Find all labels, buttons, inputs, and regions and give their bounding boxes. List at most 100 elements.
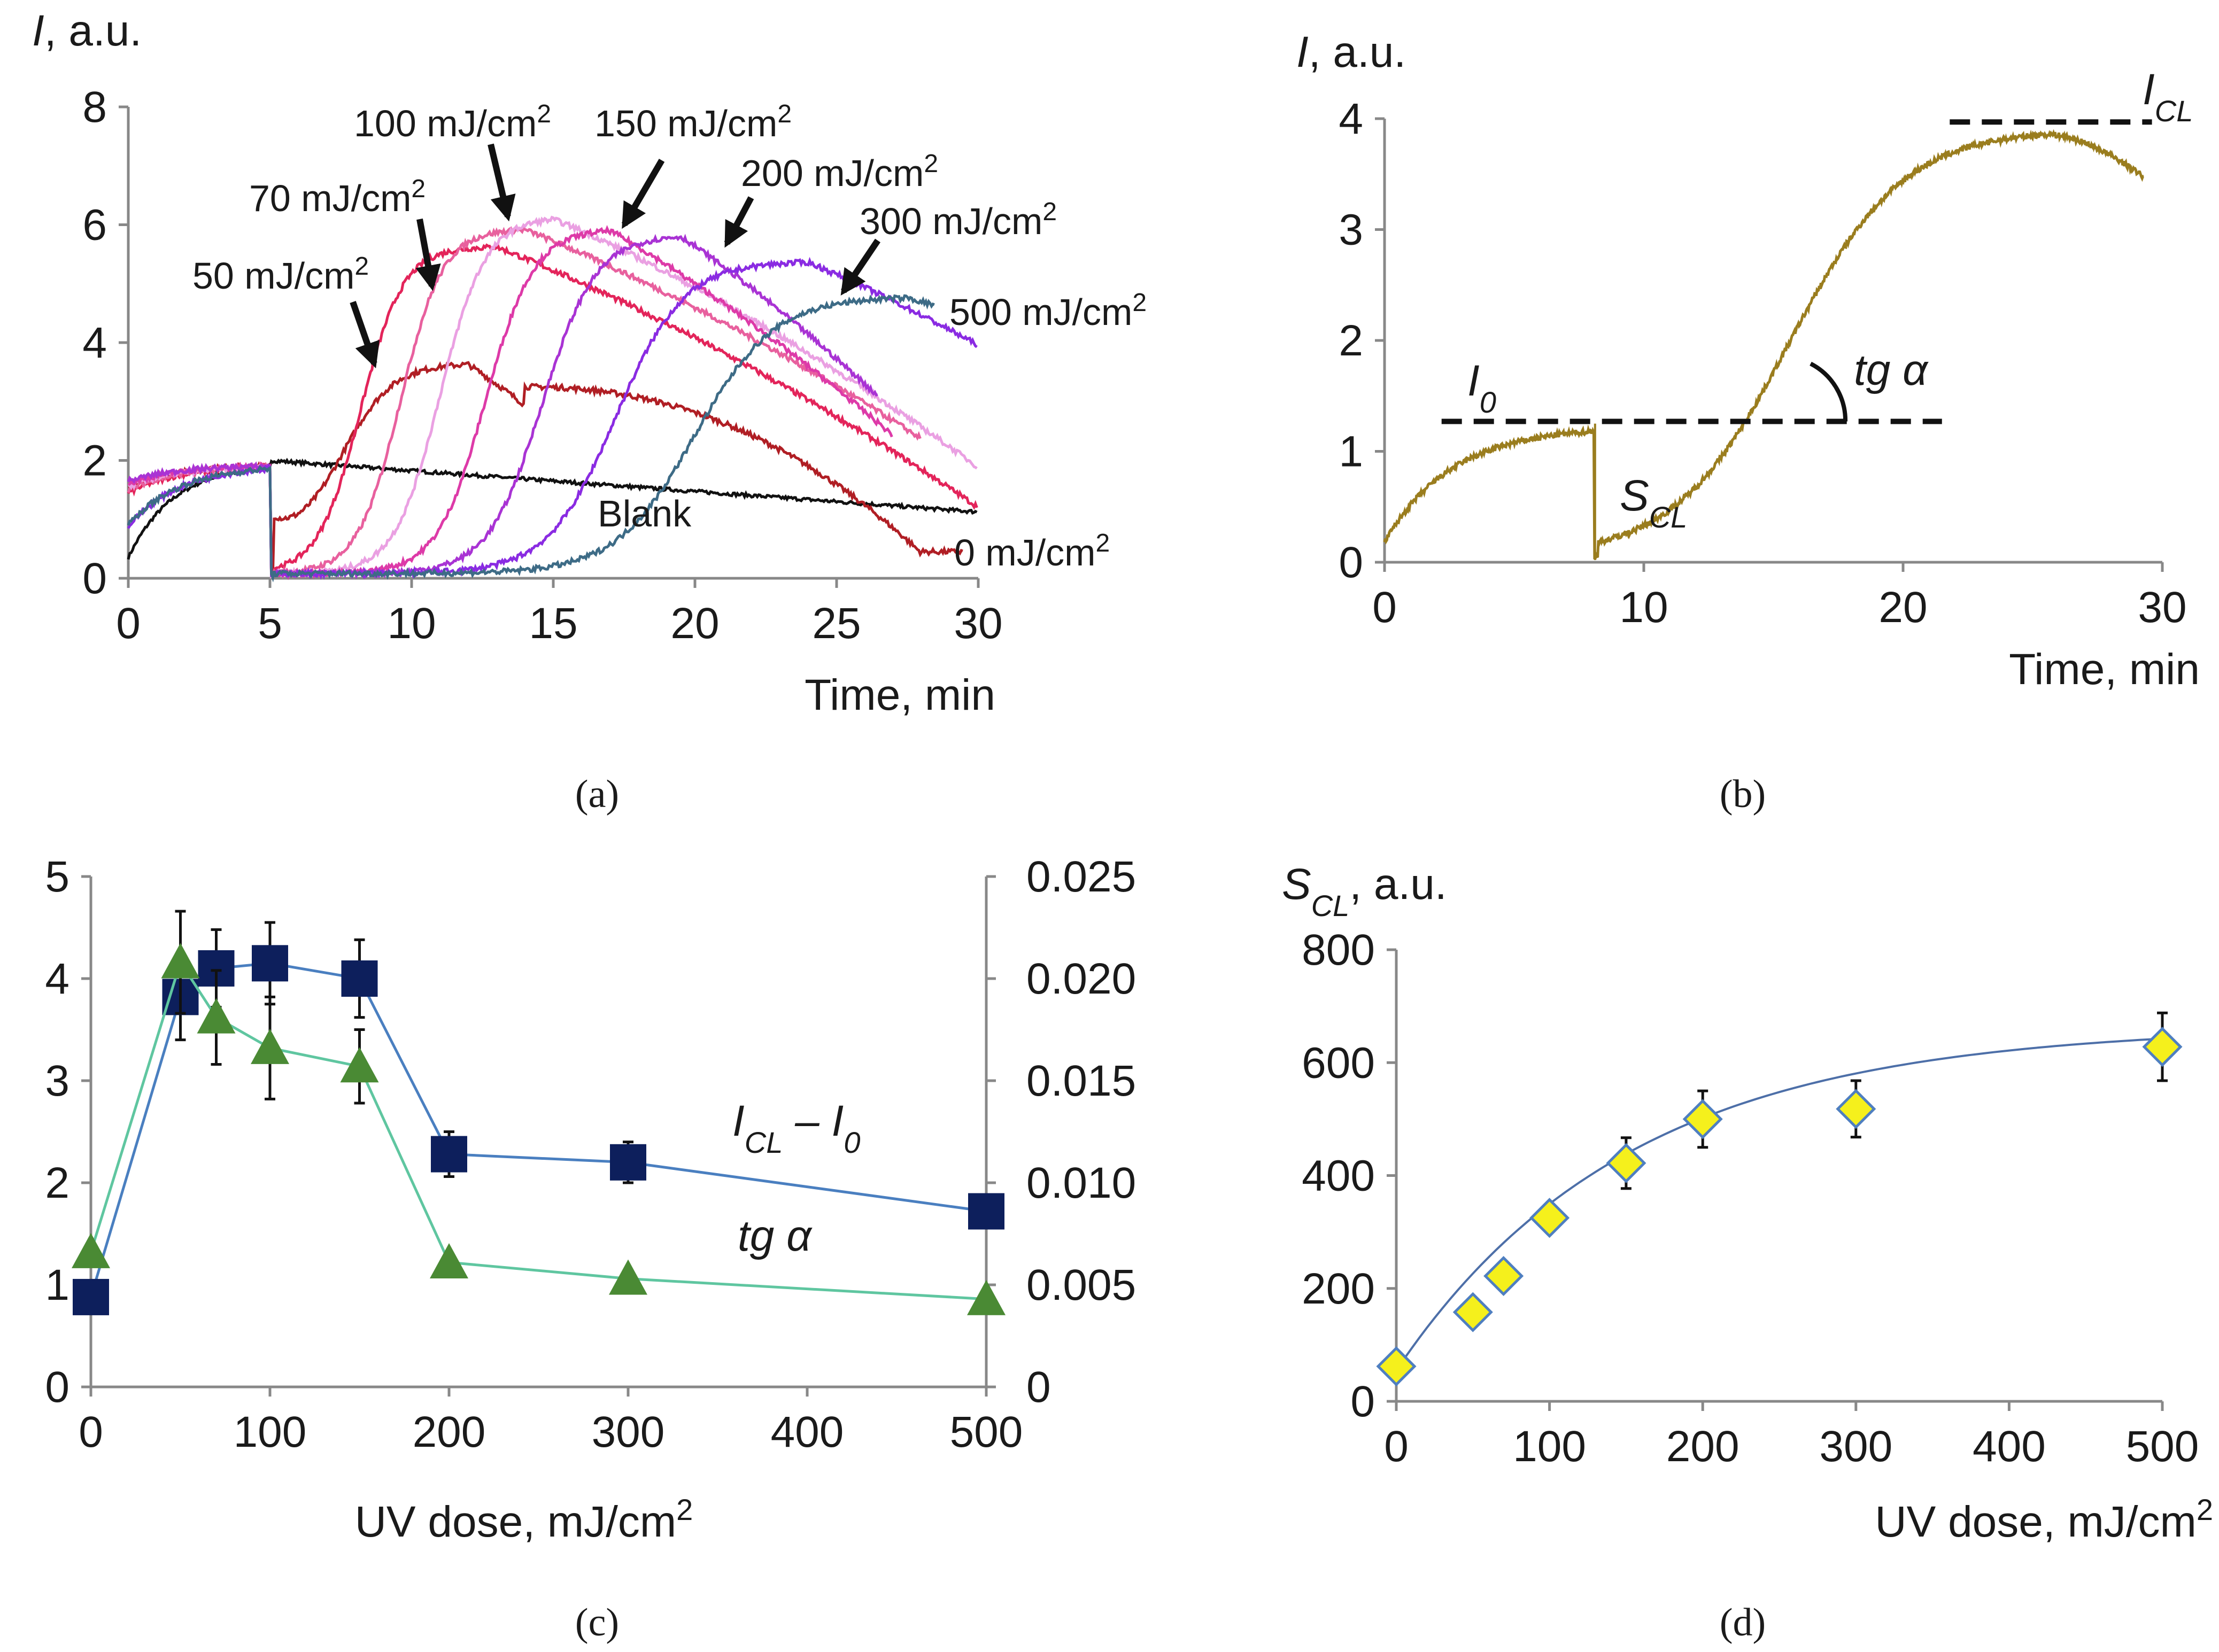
- panel-b-x-tick-label: 20: [1878, 583, 1927, 632]
- panel-a-label-100: 100 mJ/cm2: [354, 100, 551, 145]
- panel-c-right-tick-label: 0.025: [1026, 852, 1136, 901]
- panel-d-diamond-point: [1836, 1089, 1876, 1129]
- panel-b-series-line: [1383, 129, 2144, 560]
- panel-c-label-tga: tg α: [738, 1212, 813, 1260]
- panel-a-arrows: [350, 143, 880, 369]
- panel-c-label-icl-i0: ICL – I0: [732, 1097, 861, 1159]
- panel-c-triangle-point: [967, 1279, 1006, 1315]
- panel-c: 0 100 200 300 400 50001234500.0050.0100.0150.…: [45, 852, 1136, 1645]
- panel-a-series-line: [127, 257, 978, 580]
- panel-a-label-0: 0 mJ/cm2: [954, 529, 1110, 574]
- panel-a-series-line: [127, 234, 878, 580]
- panel-b-y-axis-label: I, a.u.: [1296, 28, 1406, 76]
- panel-c-y-tick-label: 3: [45, 1057, 69, 1105]
- panel-c-right-tick-label: 0.005: [1026, 1261, 1136, 1309]
- panel-c-y-tick-label: 0: [45, 1363, 69, 1411]
- panel-a-x-tick-label: 20: [670, 599, 719, 648]
- panel-d-axes: 0 100 200 300 400 500 0 200 400 600 800: [1302, 926, 2199, 1471]
- panel-c-axes: 0 100 200 300 400 50001234500.0050.0100.0150.…: [45, 852, 1136, 1456]
- panel-a-label-150: 150 mJ/cm2: [594, 100, 792, 145]
- panel-a-label-500: 500 mJ/cm2: [949, 289, 1147, 333]
- panel-b-angle-arc: [1810, 361, 1848, 422]
- panel-a-series: [127, 215, 978, 583]
- panel-d-series: [1376, 1011, 2183, 1387]
- panel-c-y-tick-label: 4: [45, 955, 69, 1003]
- panel-c-y-tick-label: 2: [45, 1159, 69, 1207]
- panel-a-series-line: [127, 294, 935, 583]
- panel-c-square-point: [341, 960, 378, 997]
- panel-b-axes: 0 10 20 30 0 1 2 3 4: [1339, 95, 2186, 632]
- panel-d-y-tick-label: 800: [1302, 926, 1375, 974]
- panel-c-y-tick-label: 5: [45, 852, 69, 901]
- panel-c-triangle-point: [197, 998, 236, 1034]
- panel-c-x-tick-label: 300: [592, 1408, 665, 1456]
- panel-a-pointer-arrow: [621, 158, 665, 229]
- panel-c-square-point: [431, 1136, 467, 1173]
- panel-c-x-tick-label: 0: [79, 1408, 103, 1456]
- panel-a-label-blank: Blank: [598, 493, 692, 534]
- panel-a-x-tick-label: 30: [954, 599, 1002, 648]
- panel-c-caption: (c): [575, 1601, 619, 1645]
- panel-d-caption: (d): [1720, 1601, 1766, 1645]
- panel-d-y-tick-label: 200: [1302, 1265, 1375, 1313]
- panel-a-y-tick-label: 0: [82, 554, 107, 603]
- panel-b-x-axis-label: Time, min: [2009, 645, 2200, 694]
- panel-c-x-tick-label: 400: [771, 1408, 844, 1456]
- panel-c-x-tick-label: 500: [950, 1408, 1023, 1456]
- panel-d-x-axis-label: UV dose, mJ/cm2: [1875, 1493, 2213, 1547]
- panel-a-pointer-arrow: [350, 301, 380, 369]
- panel-d-diamond-point: [1682, 1099, 1723, 1139]
- panel-d-y-tick-label: 0: [1350, 1377, 1375, 1426]
- panel-c-triangle-point: [609, 1259, 647, 1295]
- panel-b-y-tick-label: 3: [1339, 206, 1363, 254]
- panel-a-caption: (a): [575, 772, 619, 816]
- panel-a-y-tick-label: 2: [82, 437, 107, 485]
- panel-c-y-tick-label: 1: [45, 1261, 69, 1309]
- panel-d-fit-curve: [1395, 1037, 2163, 1371]
- panel-a-pointer-arrow: [488, 143, 516, 222]
- panel-c-triangle-point: [161, 943, 200, 979]
- panel-c-right-tick-label: 0.015: [1026, 1057, 1136, 1105]
- panel-b-icl-label: ICL: [2143, 65, 2193, 128]
- panel-b-i0-label: I0: [1467, 356, 1496, 419]
- panel-a-x-axis-label: Time, min: [805, 671, 995, 719]
- panel-c-square-point: [73, 1278, 109, 1315]
- panel-a-y-tick-label: 6: [82, 201, 107, 250]
- panel-b-y-tick-label: 0: [1339, 538, 1363, 587]
- panel-b-series: [1383, 129, 2144, 560]
- panel-b-y-tick-label: 1: [1339, 428, 1363, 476]
- panel-b-x-tick-label: 10: [1619, 583, 1668, 632]
- panel-d-y-tick-label: 600: [1302, 1038, 1375, 1087]
- panel-c-series: [72, 910, 1006, 1315]
- panel-a-axes: 0 5 10 15 20 25 30 0 2 4 6 8: [82, 83, 1002, 648]
- panel-b-caption: (b): [1720, 772, 1766, 816]
- panel-c-triangle-point: [340, 1047, 379, 1083]
- panel-d-x-tick-label: 200: [1666, 1422, 1739, 1471]
- panel-d-diamond-point: [1452, 1292, 1493, 1332]
- panel-b-y-tick-label: 4: [1339, 95, 1363, 143]
- panel-a-x-tick-label: 15: [529, 599, 577, 648]
- panel-b-y-tick-label: 2: [1339, 316, 1363, 365]
- panel-c-square-point: [252, 945, 288, 982]
- panel-a-x-tick-label: 25: [812, 599, 861, 648]
- panel-d-diamond-point: [1483, 1255, 1524, 1297]
- panel-c-triangle-point: [251, 1028, 289, 1064]
- panel-b-tga-label: tg α: [1854, 346, 1929, 394]
- panel-d-y-tick-label: 400: [1302, 1152, 1375, 1200]
- panel-a-label-70: 70 mJ/cm2: [249, 175, 426, 220]
- panel-d-diamond-point: [1376, 1346, 1417, 1387]
- panel-c-triangle-point: [72, 1232, 110, 1268]
- panel-b-scl-label: SCL: [1620, 471, 1687, 534]
- panel-a-pointer-arrow: [415, 218, 441, 291]
- panel-c-triangle-point: [430, 1243, 468, 1278]
- panel-a-label-50: 50 mJ/cm2: [192, 252, 369, 297]
- panel-d-x-tick-label: 400: [1973, 1422, 2046, 1471]
- panel-a-x-tick-label: 0: [116, 599, 141, 648]
- panel-d-y-axis-label: SCL, a.u.: [1282, 860, 1447, 922]
- panel-d-x-tick-label: 0: [1384, 1422, 1409, 1471]
- panel-a: 0 5 10 15 20 25 30 0 2 4 6 8 I, a.u. Time, min Blan…: [32, 6, 1147, 816]
- panel-a-y-axis-label: I, a.u.: [32, 6, 142, 55]
- panel-b-x-tick-label: 30: [2138, 583, 2186, 632]
- panel-a-y-tick-label: 8: [82, 83, 107, 131]
